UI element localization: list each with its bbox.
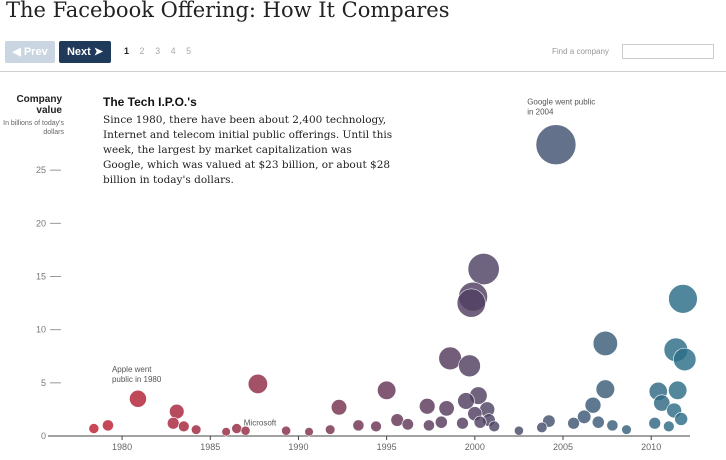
ipo-bubble[interactable]	[592, 330, 618, 357]
prev-button[interactable]: ◀ Prev	[5, 41, 55, 63]
ipo-bubble[interactable]	[88, 423, 100, 434]
header-divider	[0, 71, 726, 72]
annotation-0: Google went public in 2004	[527, 98, 595, 117]
x-tick-label-2000: 2000	[465, 442, 485, 452]
ipo-bubble[interactable]	[169, 403, 185, 420]
next-button[interactable]: Next ➤	[59, 41, 111, 63]
page-title: The Facebook Offering: How It Compares	[6, 0, 450, 22]
annotation-line: Apple went	[112, 365, 152, 374]
ipo-bubble[interactable]	[673, 347, 697, 372]
ipo-bubble[interactable]	[325, 424, 336, 435]
ipo-bubble[interactable]	[514, 425, 524, 436]
x-tick-label-2005: 2005	[553, 442, 573, 452]
ipo-bubble[interactable]	[591, 415, 605, 429]
annotation-1: Apple went public in 1980	[112, 365, 162, 384]
ipo-bubble[interactable]	[438, 346, 462, 371]
ipo-bubble[interactable]	[221, 427, 231, 437]
page-link-3[interactable]: 3	[155, 46, 161, 56]
ipo-bubble[interactable]	[457, 392, 475, 410]
x-tick-label-1990: 1990	[288, 442, 308, 452]
ipo-bubble[interactable]	[390, 413, 404, 427]
ipo-bubble[interactable]	[456, 417, 469, 430]
ipo-bubble[interactable]	[467, 253, 500, 286]
ipo-bubble[interactable]	[488, 420, 500, 433]
ipo-bubble[interactable]	[663, 420, 675, 433]
y-tick-label-5: 5	[41, 378, 46, 388]
ipo-bubble[interactable]	[352, 419, 365, 432]
intro-heading: The Tech I.P.O.'s	[103, 95, 197, 109]
ipo-bubble[interactable]	[423, 419, 435, 432]
annotation-line: in 2004	[527, 108, 554, 117]
ipo-bubble[interactable]	[167, 417, 180, 430]
page-link-4[interactable]: 4	[170, 46, 176, 56]
find-company-label: Find a company	[552, 47, 609, 56]
ipo-bubble[interactable]	[668, 380, 688, 400]
y-axis-title: Company value	[16, 94, 62, 116]
ipo-bubble[interactable]	[536, 421, 548, 434]
y-tick-label-20: 20	[36, 218, 46, 228]
y-tick-label-15: 15	[36, 272, 46, 282]
annotation-2: Microsoft	[244, 418, 277, 427]
ipo-bubble[interactable]	[668, 284, 698, 314]
page-link-1[interactable]: 1	[124, 46, 130, 56]
intro-body: Since 1980, there have been about 2,400 …	[103, 114, 393, 186]
ipo-bubble[interactable]	[621, 424, 632, 435]
ipo-bubble[interactable]	[438, 400, 455, 417]
ipo-bubble[interactable]	[419, 398, 436, 415]
y-axis-subtitle: In billions of today's dollars	[3, 120, 64, 136]
ipo-bubble[interactable]	[458, 354, 481, 378]
ipo-bubble[interactable]	[595, 379, 615, 399]
ipo-bubble[interactable]	[247, 373, 268, 394]
x-tick-label-1985: 1985	[200, 442, 220, 452]
ipo-bubble[interactable]	[377, 380, 397, 400]
ipo-bubble[interactable]	[535, 124, 577, 165]
x-tick-label-2010: 2010	[641, 442, 661, 452]
find-company-input[interactable]	[622, 44, 714, 59]
page-link-2[interactable]: 2	[139, 46, 145, 56]
ipo-bubble[interactable]	[567, 417, 580, 430]
y-tick-label-25: 25	[36, 165, 46, 175]
ipo-bubble[interactable]	[102, 419, 114, 432]
y-tick-label-0: 0	[41, 431, 46, 441]
ipo-bubble[interactable]	[281, 425, 292, 436]
ipo-bubble[interactable]	[370, 420, 382, 433]
ipo-bubble[interactable]	[231, 423, 243, 434]
page-selector: 1 2 3 4 5	[124, 46, 199, 56]
ipo-bubble[interactable]	[304, 427, 314, 437]
ipo-bubble[interactable]	[191, 424, 202, 435]
annotation-line: Google went public	[527, 98, 595, 107]
ipo-bubble[interactable]	[240, 425, 251, 436]
annotation-line: Microsoft	[244, 418, 277, 427]
ipo-bubble[interactable]	[456, 288, 486, 318]
ipo-bubble[interactable]	[577, 409, 592, 424]
annotation-line: public in 1980	[112, 375, 162, 384]
ipo-bubble[interactable]	[674, 412, 688, 426]
ipo-bubble[interactable]	[648, 417, 661, 430]
ipo-bubble[interactable]	[434, 415, 448, 429]
ipo-bubble[interactable]	[653, 394, 671, 412]
ipo-bubble[interactable]	[584, 396, 602, 414]
ipo-bubble[interactable]	[129, 389, 147, 408]
page-link-5[interactable]: 5	[186, 46, 192, 56]
ipo-bubble[interactable]	[330, 399, 348, 416]
ipo-bubble[interactable]	[401, 418, 414, 431]
ipo-bubble[interactable]	[178, 420, 190, 433]
x-tick-label-1995: 1995	[377, 442, 397, 452]
x-tick-label-1980: 1980	[112, 442, 132, 452]
ipo-bubble[interactable]	[606, 419, 619, 432]
y-tick-label-10: 10	[36, 325, 46, 335]
ipo-bubble[interactable]	[473, 415, 487, 429]
